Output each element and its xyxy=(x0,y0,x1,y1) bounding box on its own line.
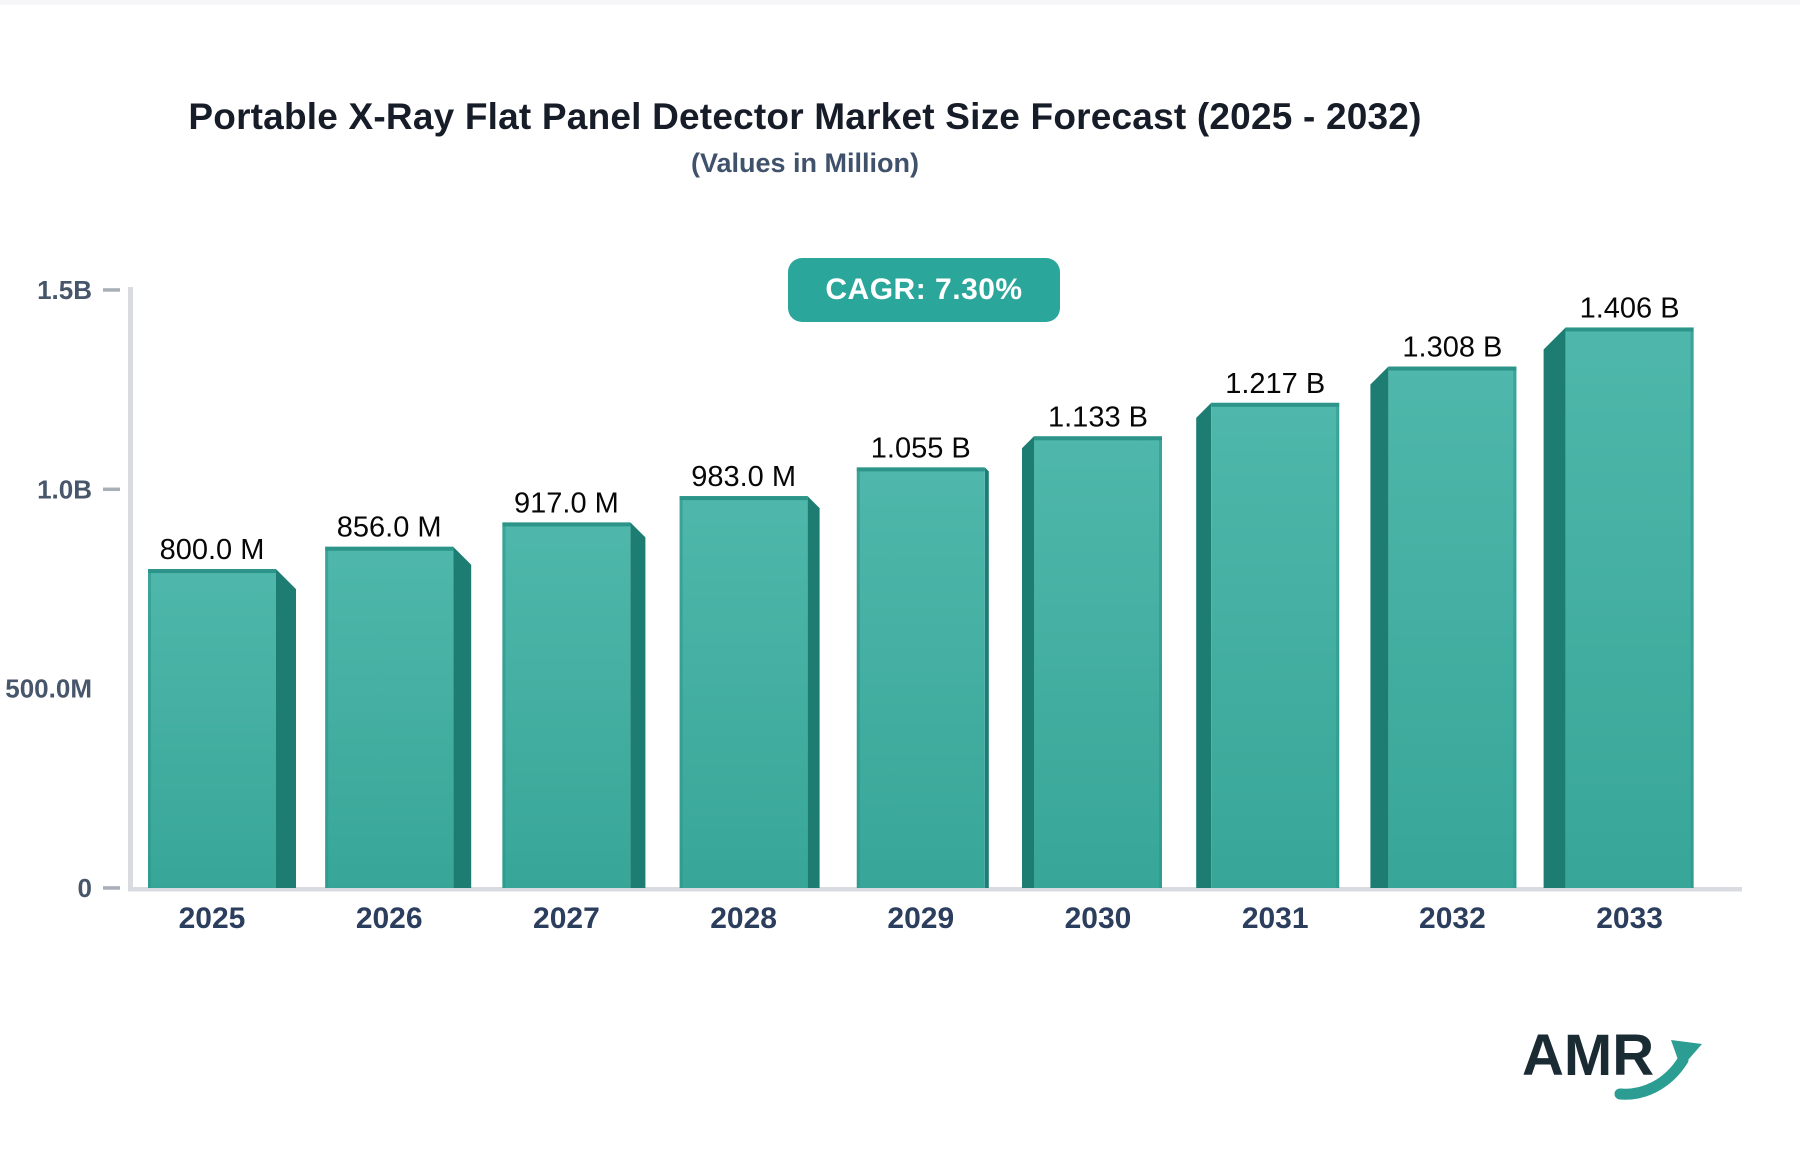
bar-inner-edge xyxy=(148,573,151,888)
bar-value-label: 1.217 B xyxy=(1225,368,1325,400)
x-axis-label: 2032 xyxy=(1419,902,1486,935)
amr-logo-text: AMR xyxy=(1522,1023,1655,1088)
amr-logo: AMR xyxy=(1522,1022,1742,1112)
bar-value-label: 1.406 B xyxy=(1580,292,1680,324)
x-axis-label: 2033 xyxy=(1596,902,1663,935)
bar-side-face xyxy=(276,569,296,888)
bar-side-face xyxy=(1196,402,1212,888)
bar-top-edge xyxy=(1034,436,1162,441)
bar-front-face xyxy=(1034,436,1162,888)
y-axis-tick-label: 1.5B xyxy=(37,275,92,305)
bar-side-face xyxy=(807,496,820,888)
bar-top-edge xyxy=(1388,366,1517,371)
bar-top-edge xyxy=(502,522,631,527)
bar-inner-edge xyxy=(1159,440,1162,888)
bar-top-edge xyxy=(1211,402,1340,407)
bar-top-edge xyxy=(325,546,454,551)
bar-side-face xyxy=(1022,436,1034,888)
y-axis-tick xyxy=(103,288,120,292)
y-axis-tick xyxy=(103,487,120,492)
bar-front-face xyxy=(1211,402,1340,888)
chart-title: Portable X-Ray Flat Panel Detector Marke… xyxy=(188,96,1422,137)
bar-value-label: 983.0 M xyxy=(691,461,796,493)
bar-front-face xyxy=(1388,366,1517,888)
bar-front-face xyxy=(856,467,985,888)
page-top-strip xyxy=(0,0,1800,5)
x-axis-label: 2025 xyxy=(179,902,246,935)
bar-side-face xyxy=(984,467,989,888)
bar-top-edge xyxy=(679,496,808,501)
bar-inner-edge xyxy=(1336,406,1340,888)
bar-side-face xyxy=(630,522,646,888)
bar-front-face xyxy=(679,496,808,888)
y-axis-tick-label: 0 xyxy=(78,873,92,903)
bar-inner-edge xyxy=(1513,370,1517,888)
bar-inner-edge xyxy=(1690,331,1694,888)
x-axis-label: 2026 xyxy=(356,902,423,935)
bar-side-face xyxy=(1543,327,1566,888)
chart-subtitle: (Values in Million) xyxy=(690,148,920,178)
bar-inner-edge xyxy=(856,471,860,888)
bar-value-label: 1.308 B xyxy=(1402,332,1502,364)
bar-value-label: 856.0 M xyxy=(337,512,442,544)
bar-side-face xyxy=(453,546,472,888)
cagr-badge: CAGR: 7.30% xyxy=(788,258,1060,322)
bar-front-face xyxy=(148,569,276,888)
bar-value-label: 917.0 M xyxy=(514,487,619,519)
x-axis-label: 2031 xyxy=(1242,902,1309,935)
y-axis-line xyxy=(128,287,133,891)
y-axis-tick xyxy=(103,886,120,890)
bar-inner-edge xyxy=(325,550,329,888)
bar-top-edge xyxy=(856,467,985,472)
bar-top-edge xyxy=(148,569,276,574)
y-axis-tick-label: 500.0M xyxy=(5,674,92,704)
bar-value-label: 1.133 B xyxy=(1048,401,1148,433)
bar-front-face xyxy=(1565,327,1694,888)
bar-inner-edge xyxy=(502,526,506,888)
bar-front-face xyxy=(502,522,631,888)
x-axis-label: 2028 xyxy=(710,902,777,935)
bar-inner-edge xyxy=(679,500,683,888)
x-axis-label: 2030 xyxy=(1065,902,1132,935)
x-axis-label: 2029 xyxy=(887,902,954,935)
x-axis-label: 2027 xyxy=(533,902,600,935)
bar-value-label: 1.055 B xyxy=(871,432,971,464)
growth-arrow-icon xyxy=(1614,1040,1702,1100)
bar-front-face xyxy=(325,546,454,888)
bar-side-face xyxy=(1370,366,1389,888)
bar-top-edge xyxy=(1565,327,1694,332)
bar-value-label: 800.0 M xyxy=(160,534,265,566)
y-axis-tick-label: 1.0B xyxy=(37,474,92,504)
x-axis-line xyxy=(128,887,1742,892)
